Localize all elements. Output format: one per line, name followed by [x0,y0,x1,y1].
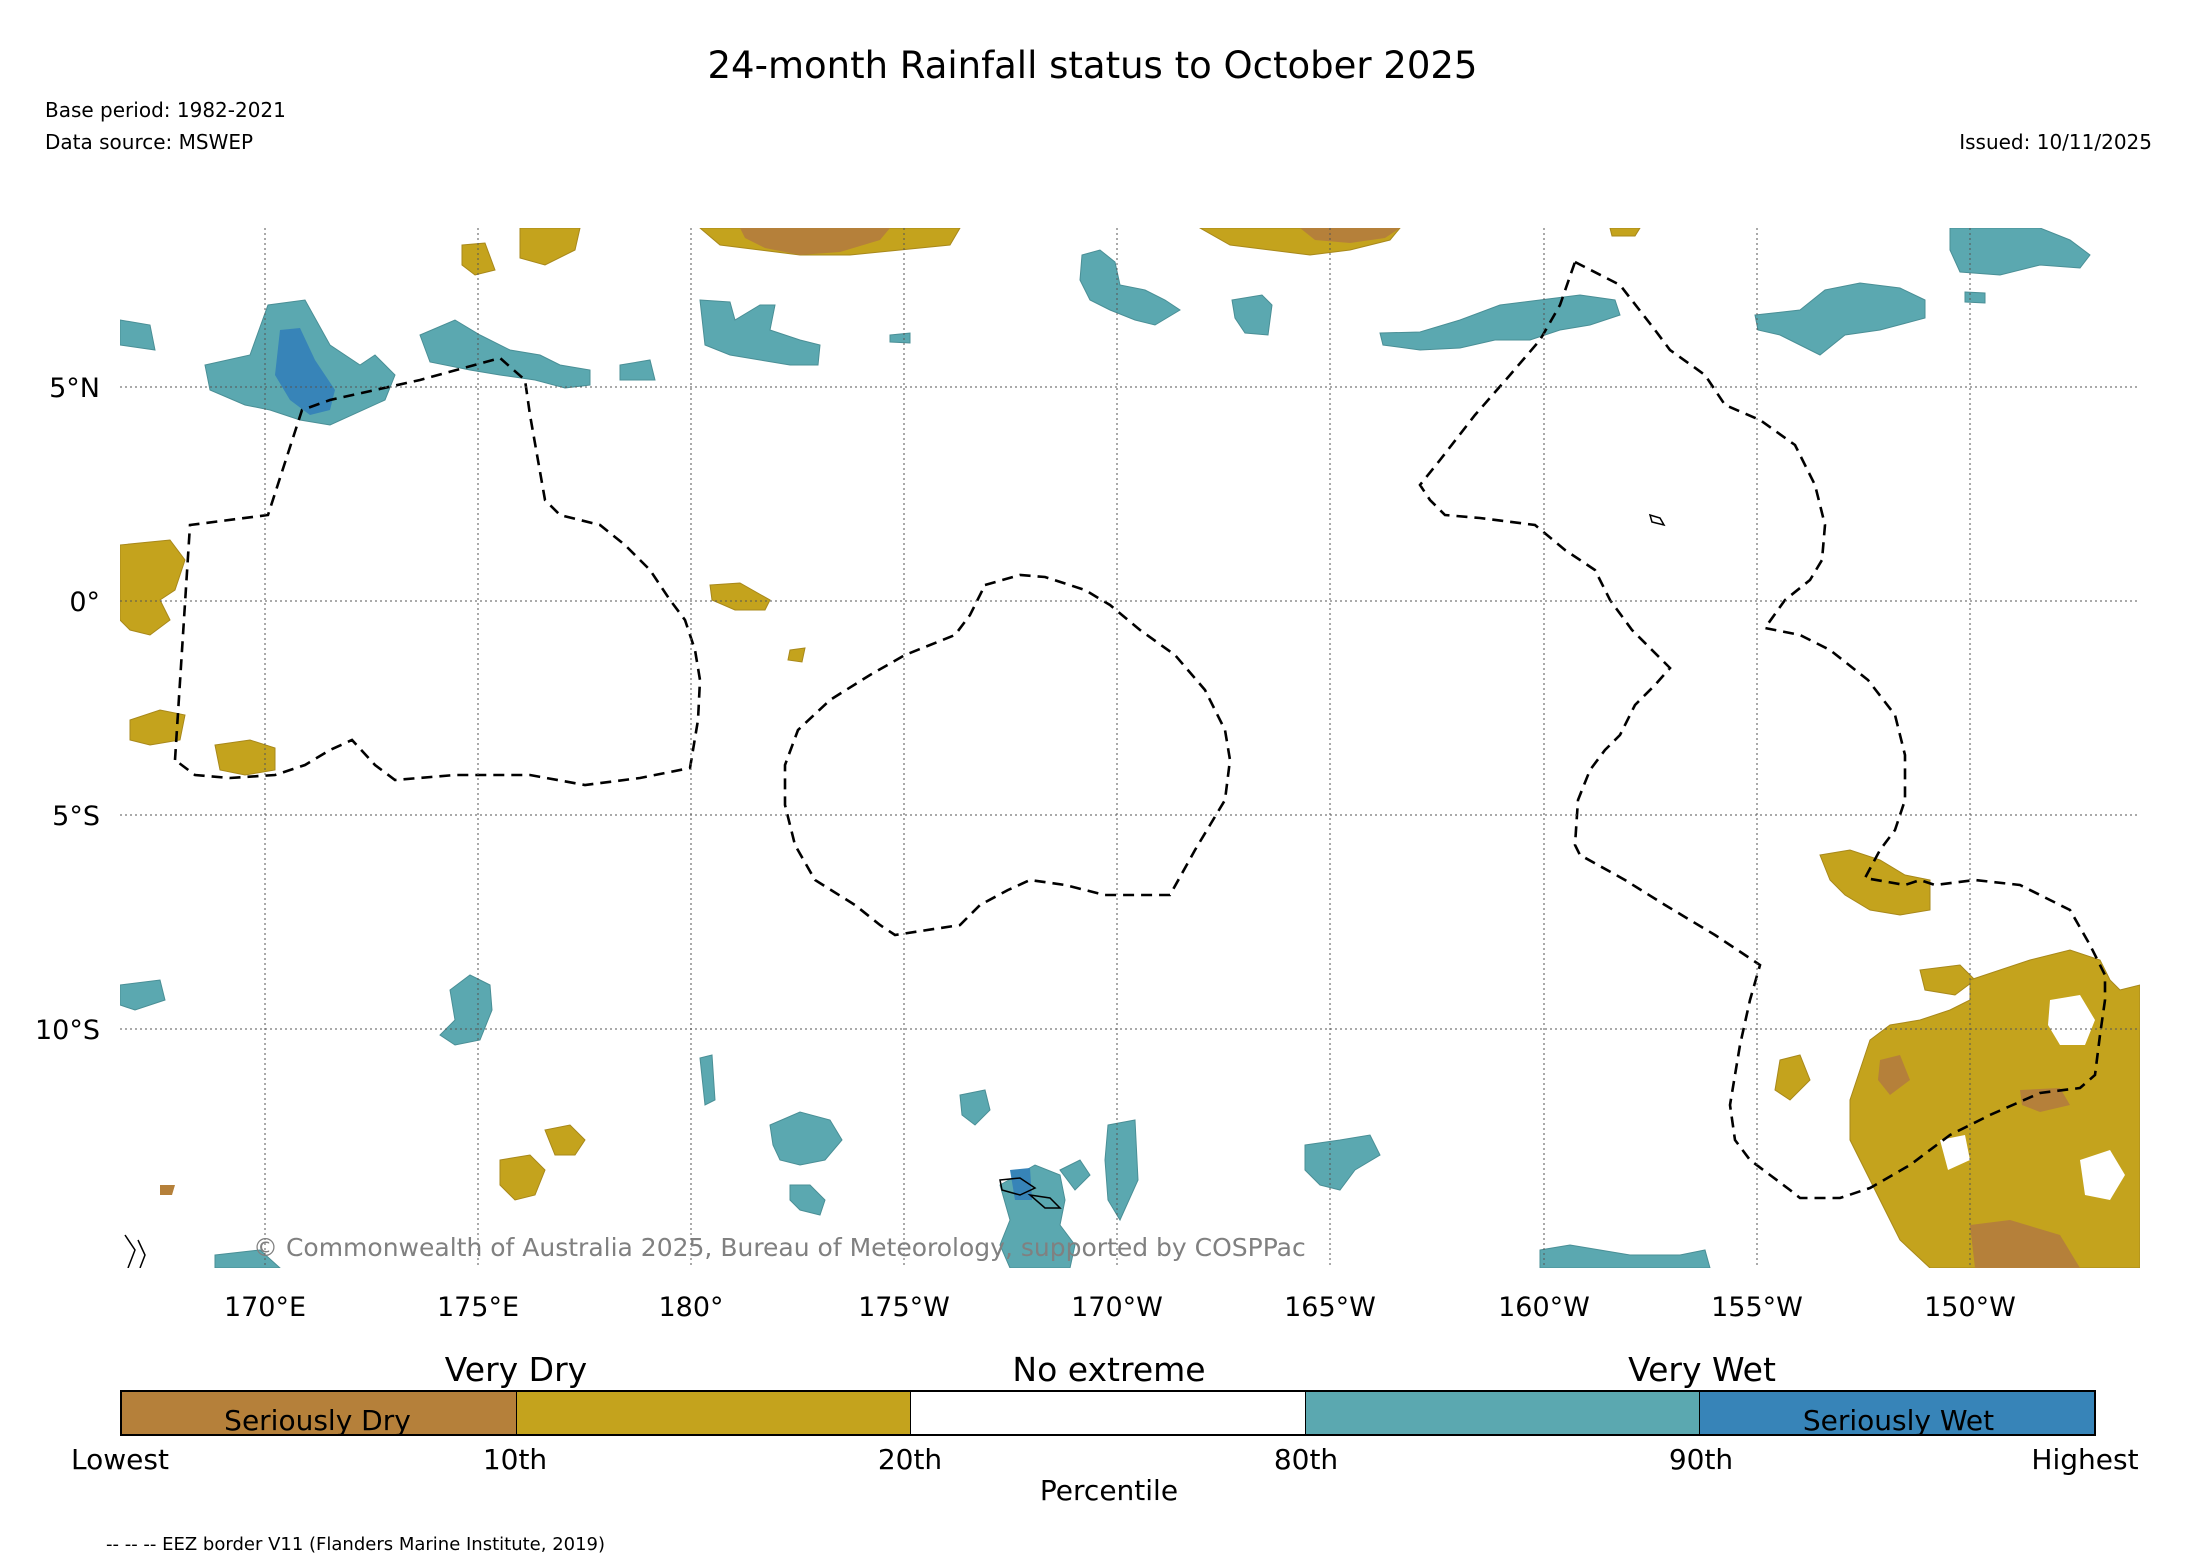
map-title: 24-month Rainfall status to October 2025 [707,44,1478,87]
longitude-tick-label: 180° [658,1292,723,1323]
map-frame [120,228,2140,1268]
seriously-wet-regions [275,328,1032,1200]
data-source-note: Data source: MSWEP [45,130,254,154]
graticule [120,228,2140,1268]
legend-tick-lowest: Lowest [71,1443,169,1476]
legend-axis-label: Percentile [1039,1474,1179,1507]
longitude-tick-label: 155°W [1711,1292,1803,1323]
latitude-tick-label: 0° [69,587,100,618]
base-period-note: Base period: 1982-2021 [45,98,286,122]
eez-footnote: -- -- -- EEZ border V11 (Flanders Marine… [106,1534,606,1555]
colorbar-very-wet [1305,1392,1701,1434]
longitude-tick-label: 170°E [224,1292,306,1323]
very-dry-regions [120,228,2140,1268]
legend-tick-highest: Highest [2031,1443,2139,1476]
legend-tick-90th: 90th [1668,1443,1734,1476]
very-wet-regions [120,228,2091,1268]
colorbar-no-extreme [911,1392,1306,1434]
legend-group-no-extreme: No extreme [1012,1350,1206,1389]
colorbar-seriously-wet [1700,1392,2094,1434]
legend-group-very-wet: Very Wet [1628,1350,1776,1389]
island-outlines [124,513,1666,1268]
legend-seriously-dry-label: Seriously Dry [224,1404,411,1437]
legend-tick-10th: 10th [482,1443,548,1476]
legend-seriously-wet-label: Seriously Wet [1802,1404,1995,1437]
colorbar [120,1390,2096,1436]
latitude-tick-label: 5°N [49,373,100,404]
longitude-tick-label: 175°W [858,1292,950,1323]
latitude-tick-label: 10°S [35,1015,100,1046]
longitude-tick-label: 170°W [1071,1292,1163,1323]
no-extreme-holes [1940,995,2125,1200]
colorbar-seriously-dry [122,1392,517,1434]
map-canvas [120,228,2140,1268]
latitude-tick-label: 5°S [52,801,100,832]
longitude-tick-label: 165°W [1284,1292,1376,1323]
longitude-tick-label: 175°E [437,1292,519,1323]
legend-tick-80th: 80th [1273,1443,1339,1476]
colorbar-very-dry [516,1392,912,1434]
seriously-dry-regions [160,228,2080,1268]
legend-tick-20th: 20th [877,1443,943,1476]
copyright-text: © Commonwealth of Australia 2025, Bureau… [253,1233,1306,1262]
legend-group-very-dry: Very Dry [444,1350,588,1389]
eez-borders [173,260,2107,1200]
longitude-tick-label: 150°W [1924,1292,2016,1323]
issued-date: Issued: 10/11/2025 [1959,130,2152,154]
latitude-labels: 5°N 0° 5°S 10°S [35,373,100,1046]
longitude-labels: 170°E 175°E 180° 175°W 170°W 165°W 160°W 155°W 1… [224,1292,2016,1323]
longitude-tick-label: 160°W [1498,1292,1590,1323]
